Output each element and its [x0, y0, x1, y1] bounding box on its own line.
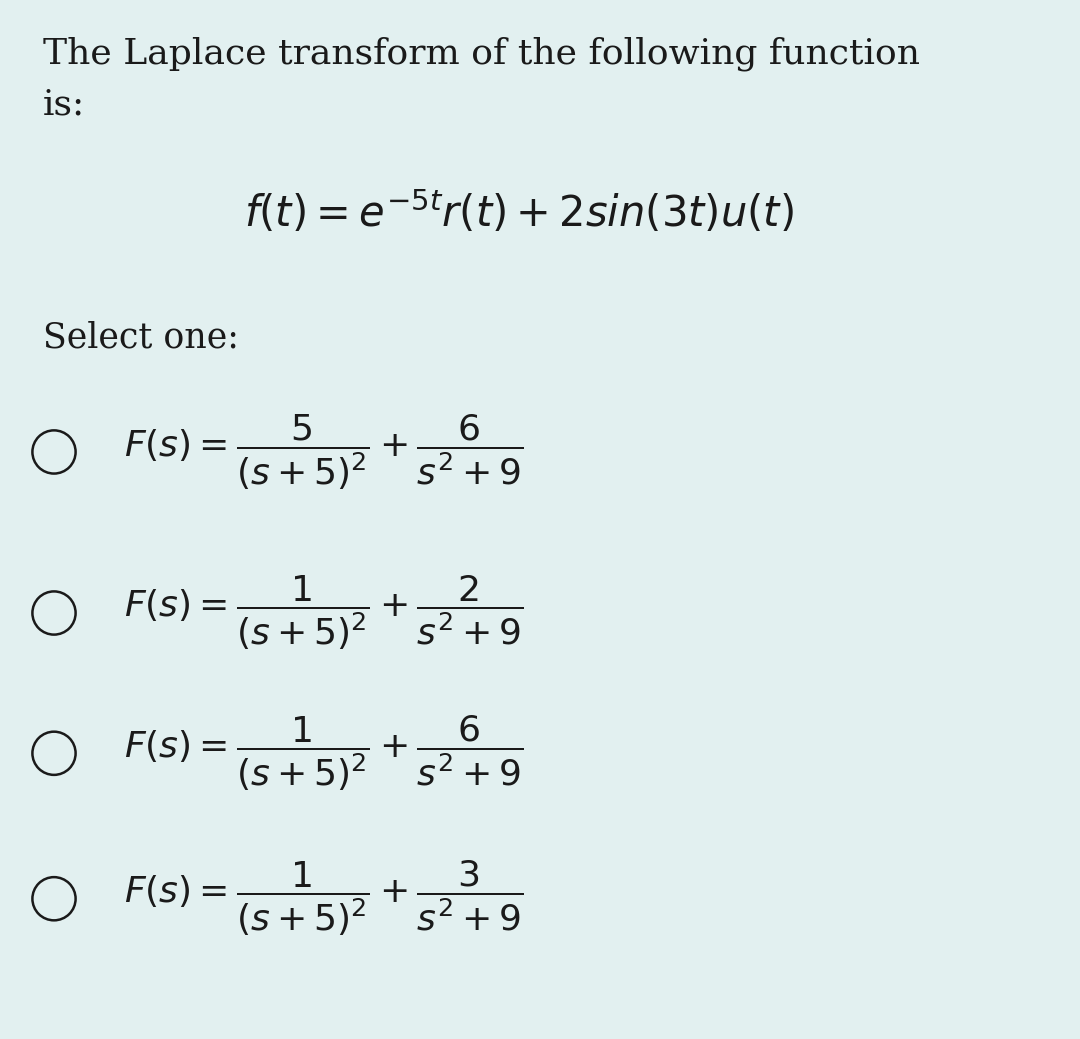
- Text: The Laplace transform of the following function
is:: The Laplace transform of the following f…: [43, 36, 920, 122]
- Text: $f(t) = e^{-5t}r(t) + 2sin(3t)u(t)$: $f(t) = e^{-5t}r(t) + 2sin(3t)u(t)$: [243, 189, 794, 237]
- Text: $F(s) = \dfrac{5}{(s+5)^2} + \dfrac{6}{s^2+9}$: $F(s) = \dfrac{5}{(s+5)^2} + \dfrac{6}{s…: [124, 412, 524, 491]
- Text: Select one:: Select one:: [43, 321, 239, 354]
- Text: $F(s) = \dfrac{1}{(s+5)^2} + \dfrac{6}{s^2+9}$: $F(s) = \dfrac{1}{(s+5)^2} + \dfrac{6}{s…: [124, 714, 524, 793]
- Text: $F(s) = \dfrac{1}{(s+5)^2} + \dfrac{2}{s^2+9}$: $F(s) = \dfrac{1}{(s+5)^2} + \dfrac{2}{s…: [124, 574, 524, 652]
- Text: $F(s) = \dfrac{1}{(s+5)^2} + \dfrac{3}{s^2+9}$: $F(s) = \dfrac{1}{(s+5)^2} + \dfrac{3}{s…: [124, 859, 524, 938]
